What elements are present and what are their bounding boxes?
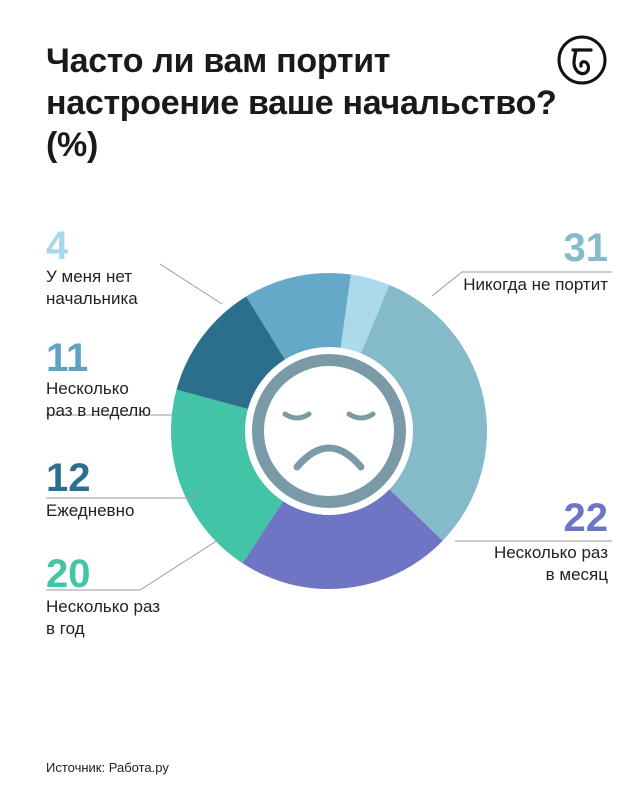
sad-face-icon [252,354,406,508]
donut-slice-4 [176,296,285,409]
donut-slice-3 [170,389,284,564]
label-month-line2: в месяц [545,565,608,584]
source-note: Источник: Работа.ру [46,760,169,775]
value-daily: 12 [46,456,91,500]
label-week-line1: Несколько [46,379,129,398]
leader-line-noboss [159,263,223,305]
leader-line-daily [46,489,201,499]
value-never: 31 [563,226,609,270]
donut-slice-5 [246,273,351,360]
label-noboss-line2: начальника [46,289,138,308]
label-daily: Ежедневно [46,501,135,520]
leader-line-never [431,271,612,297]
donut-slice-1 [360,284,488,541]
donut-slice-2 [242,489,443,589]
value-week: 11 [46,336,89,380]
value-year: 20 [46,552,91,596]
chart-title: Часто ли вам портит настроение ваше нача… [46,42,557,164]
leader-line-year [46,539,219,591]
label-week-line2: раз в неделю [46,401,151,420]
label-year-line1: Несколько раз [46,597,161,616]
label-month-line1: Несколько раз [493,543,608,562]
label-never: Никогда не портит [463,275,608,294]
newspaper-logo-icon [557,35,607,85]
label-year-line2: в год [46,619,85,638]
label-noboss-line1: У меня нет [46,267,133,286]
donut-slice-6 [340,274,390,354]
value-noboss: 4 [46,224,69,268]
value-month: 22 [563,496,609,540]
